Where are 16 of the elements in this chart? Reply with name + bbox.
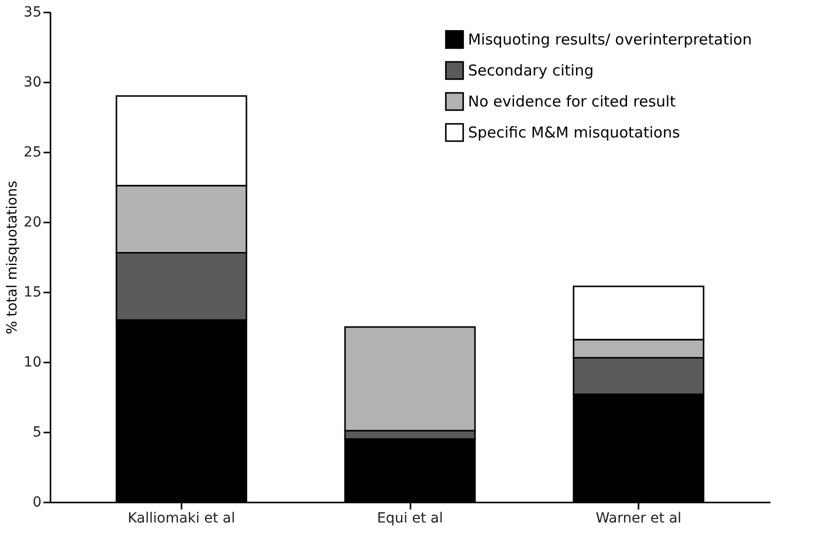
x-tick-label: Warner et al — [596, 510, 682, 526]
y-tick-label: 15 — [24, 284, 42, 300]
y-axis-title: % total misquotations — [4, 180, 21, 334]
x-tick-label: Kalliomaki et al — [128, 510, 236, 526]
y-tick-label: 30 — [24, 74, 42, 90]
legend-label: Secondary citing — [468, 62, 594, 80]
y-tick-label: 5 — [32, 424, 42, 440]
y-tick-label: 10 — [24, 354, 42, 370]
y-tick-label: 35 — [24, 4, 42, 20]
legend-label: Specific M&M misquotations — [468, 124, 680, 142]
legend-label: Misquoting results/ overinterpretation — [468, 30, 752, 48]
x-tick-label: Equi et al — [377, 510, 443, 526]
y-tick-label: 25 — [24, 144, 42, 160]
y-tick-label: 0 — [32, 494, 42, 510]
legend-label: No evidence for cited result — [468, 92, 676, 110]
y-tick-label: 20 — [24, 214, 42, 230]
